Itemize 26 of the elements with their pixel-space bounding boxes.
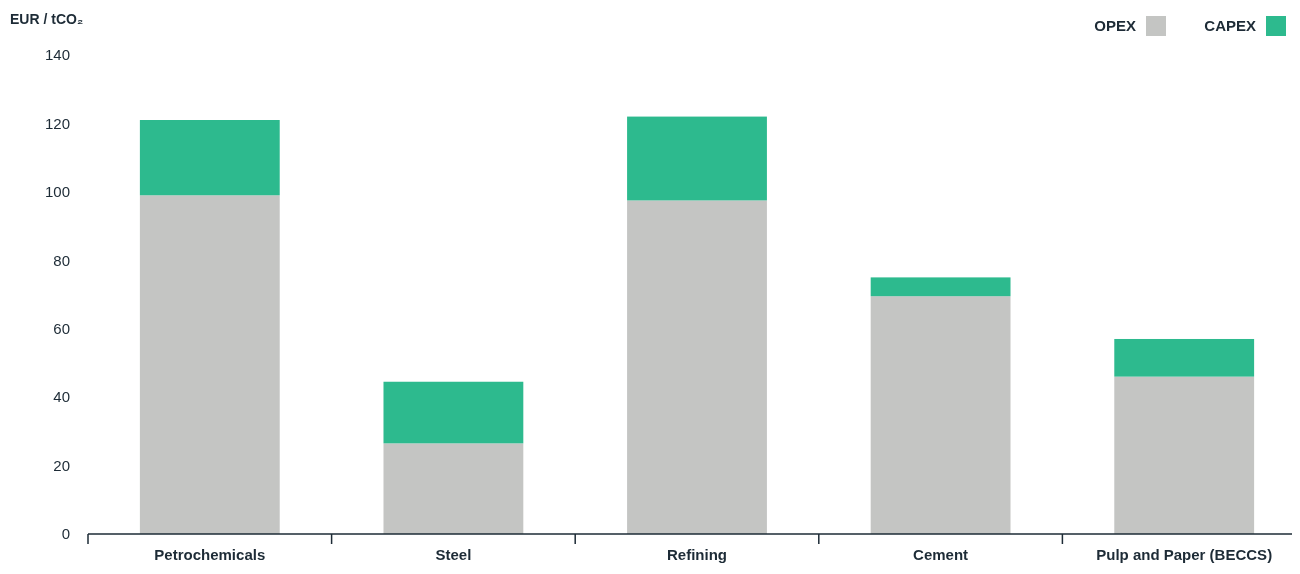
- bar: [383, 381, 524, 444]
- bar: [627, 200, 767, 534]
- y-tick-label: 140: [44, 46, 70, 64]
- y-tick-label: 20: [53, 456, 70, 474]
- legend-label: OPEX: [1094, 17, 1136, 35]
- y-axis-title: EUR / tCO₂: [10, 11, 84, 27]
- x-tick-label: Refining: [667, 546, 727, 563]
- bar: [383, 443, 524, 534]
- x-tick-label: Steel: [435, 546, 472, 563]
- bar: [1114, 338, 1255, 377]
- x-tick-label: Pulp and Paper (BECCS): [1096, 546, 1273, 563]
- bar: [139, 195, 280, 534]
- y-tick-label: 0: [61, 525, 70, 543]
- bar: [139, 120, 280, 196]
- y-tick-label: 120: [44, 114, 70, 132]
- y-tick-label: 40: [53, 388, 70, 406]
- legend-label: CAPEX: [1204, 17, 1256, 35]
- x-tick-label: Cement: [913, 546, 969, 563]
- y-tick-label: 60: [53, 319, 70, 337]
- bar: [870, 277, 1011, 297]
- y-tick-label: 100: [44, 183, 70, 201]
- bar: [627, 116, 767, 201]
- bar: [870, 296, 1011, 534]
- bar: [1114, 376, 1255, 534]
- x-tick-label: Petrochemicals: [154, 546, 266, 563]
- y-tick-label: 80: [53, 251, 70, 269]
